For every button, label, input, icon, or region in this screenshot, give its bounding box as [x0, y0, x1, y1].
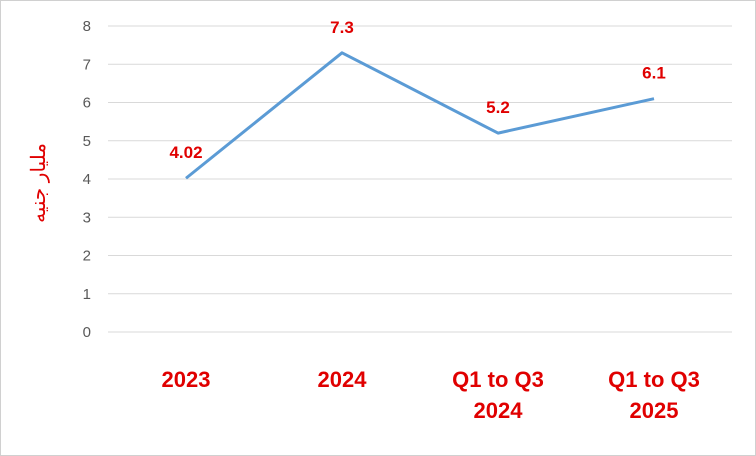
- y-tick-label: 4: [83, 171, 91, 188]
- y-tick-label: 5: [83, 133, 91, 150]
- y-axis-title: مليار جنيه: [28, 143, 50, 223]
- y-tick-label: 1: [83, 286, 91, 303]
- line: [185, 51, 655, 180]
- x-tick-label: 2023: [161, 367, 211, 392]
- data-label: 6.1: [642, 64, 666, 83]
- x-tick-label: 2024: [317, 367, 367, 392]
- data-label: 4.02: [169, 143, 202, 162]
- data-label: 7.3: [330, 18, 354, 37]
- x-tick-label: Q1 to Q3 2024: [452, 367, 544, 423]
- y-tick-label: 0: [83, 324, 91, 341]
- y-tick-label: 3: [83, 209, 91, 226]
- y-tick-label: 7: [83, 56, 91, 73]
- data-label: 5.2: [486, 98, 510, 117]
- y-tick-label: 8: [83, 18, 91, 35]
- y-tick-label: 2: [83, 248, 91, 265]
- x-tick-label: Q1 to Q3 2025: [608, 367, 700, 423]
- y-tick-label: 6: [83, 95, 91, 112]
